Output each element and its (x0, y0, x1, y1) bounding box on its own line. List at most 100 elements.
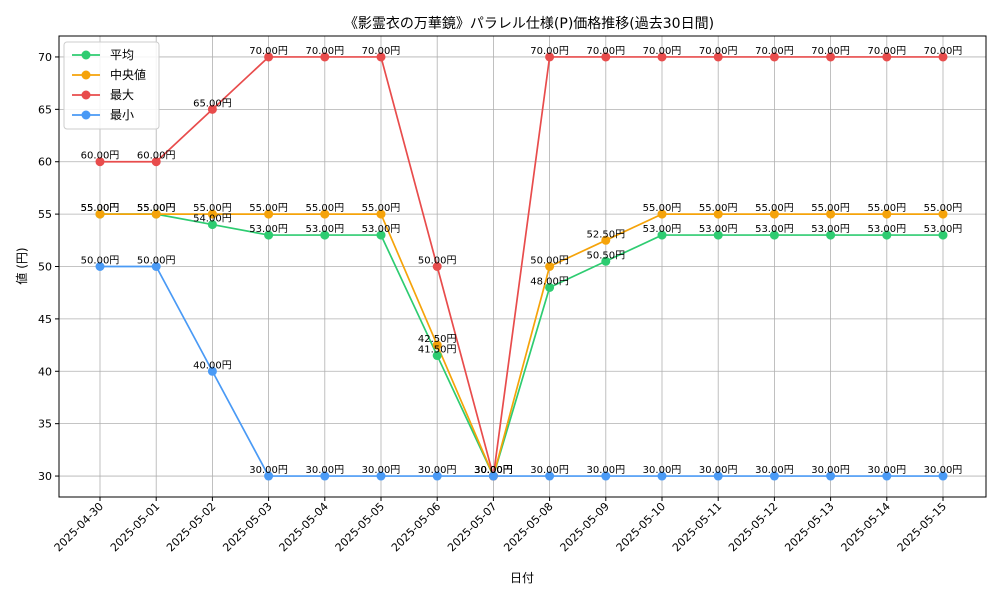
data-point (713, 230, 723, 240)
x-tick-label: 2025-05-04 (277, 500, 331, 554)
data-label: 70.00円 (643, 46, 682, 57)
data-point (545, 471, 555, 481)
data-label: 65.00円 (193, 98, 232, 109)
data-point (657, 52, 667, 62)
series-line-最小 (100, 265, 943, 477)
y-tick-label: 40 (38, 365, 52, 378)
data-label: 30.00円 (474, 465, 513, 476)
data-point (601, 235, 611, 245)
data-label: 53.00円 (924, 224, 963, 235)
data-point (882, 52, 892, 62)
data-label: 30.00円 (418, 465, 457, 476)
y-axis-label: 値 (円) (14, 247, 29, 284)
x-axis-ticks: 2025-04-30 2025-05-01 2025-05-02 2025-05-03… (52, 497, 949, 554)
data-point (320, 471, 330, 481)
data-label: 30.00円 (530, 465, 569, 476)
data-point (826, 52, 836, 62)
legend-marker (81, 70, 91, 80)
data-point (264, 471, 274, 481)
data-point (938, 209, 948, 219)
data-label: 53.00円 (811, 224, 850, 235)
data-point (882, 209, 892, 219)
data-markers (95, 52, 948, 481)
y-tick-label: 35 (38, 418, 52, 431)
data-point (769, 209, 779, 219)
data-point (207, 104, 217, 114)
data-label: 30.00円 (867, 465, 906, 476)
data-label: 55.00円 (137, 203, 176, 214)
data-point (938, 471, 948, 481)
data-label: 70.00円 (755, 46, 794, 57)
data-point (657, 230, 667, 240)
data-point (264, 209, 274, 219)
data-label: 53.00円 (249, 224, 288, 235)
data-point (264, 230, 274, 240)
legend-box (63, 41, 160, 130)
data-label: 70.00円 (586, 46, 625, 57)
data-label: 30.00円 (586, 465, 625, 476)
data-label: 55.00円 (811, 203, 850, 214)
y-tick-label: 55 (38, 208, 52, 221)
y-tick-label: 50 (38, 261, 52, 274)
data-point (713, 471, 723, 481)
data-point (938, 52, 948, 62)
data-label: 55.00円 (137, 203, 176, 214)
data-point (320, 230, 330, 240)
data-point (95, 157, 105, 167)
data-label: 30.00円 (474, 465, 513, 476)
x-axis-label: 日付 (510, 571, 534, 585)
data-point (320, 209, 330, 219)
data-point (545, 262, 555, 271)
x-tick-label: 2025-05-11 (670, 500, 724, 554)
data-point (151, 262, 161, 271)
data-point (432, 471, 442, 481)
x-tick-label: 2025-05-09 (558, 500, 612, 554)
data-label: 30.00円 (811, 465, 850, 476)
data-label: 50.50円 (586, 250, 625, 261)
data-label: 30.00円 (474, 465, 513, 476)
x-tick-label: 2025-04-30 (52, 500, 106, 554)
data-label: 55.00円 (924, 203, 963, 214)
series-line-平均 (100, 213, 943, 479)
data-label: 70.00円 (249, 46, 288, 57)
data-point (432, 262, 442, 271)
data-label: 53.00円 (699, 224, 738, 235)
data-label: 55.00円 (362, 203, 401, 214)
data-label: 70.00円 (530, 46, 569, 57)
data-point (545, 52, 555, 62)
x-tick-label: 2025-05-14 (839, 500, 893, 554)
data-point (95, 262, 105, 271)
x-tick-label: 2025-05-07 (445, 500, 499, 554)
data-point (488, 471, 498, 481)
data-label: 30.00円 (362, 465, 401, 476)
data-label: 70.00円 (362, 46, 401, 57)
data-label: 55.00円 (249, 203, 288, 214)
legend-entry: 平均 (110, 48, 134, 62)
data-label: 70.00円 (699, 46, 738, 57)
x-tick-label: 2025-05-02 (164, 500, 218, 554)
y-tick-label: 45 (38, 313, 52, 326)
data-label: 50.00円 (530, 256, 569, 267)
x-tick-label: 2025-05-15 (895, 500, 949, 554)
data-label: 70.00円 (867, 46, 906, 57)
data-point (545, 282, 555, 292)
data-label: 60.00円 (137, 151, 176, 162)
data-label: 40.00円 (193, 360, 232, 371)
data-point (151, 209, 161, 219)
x-tick-label: 2025-05-01 (108, 500, 162, 554)
data-point (826, 209, 836, 219)
data-label: 53.00円 (305, 224, 344, 235)
data-point (207, 366, 217, 376)
data-point (657, 209, 667, 219)
data-point (601, 52, 611, 62)
data-label: 55.00円 (305, 203, 344, 214)
series-line-中央値 (100, 213, 943, 479)
data-point (207, 220, 217, 230)
data-point (376, 471, 386, 481)
x-tick-label: 2025-05-06 (389, 500, 443, 554)
data-label: 52.50円 (586, 229, 625, 240)
data-label: 50.00円 (81, 256, 120, 267)
